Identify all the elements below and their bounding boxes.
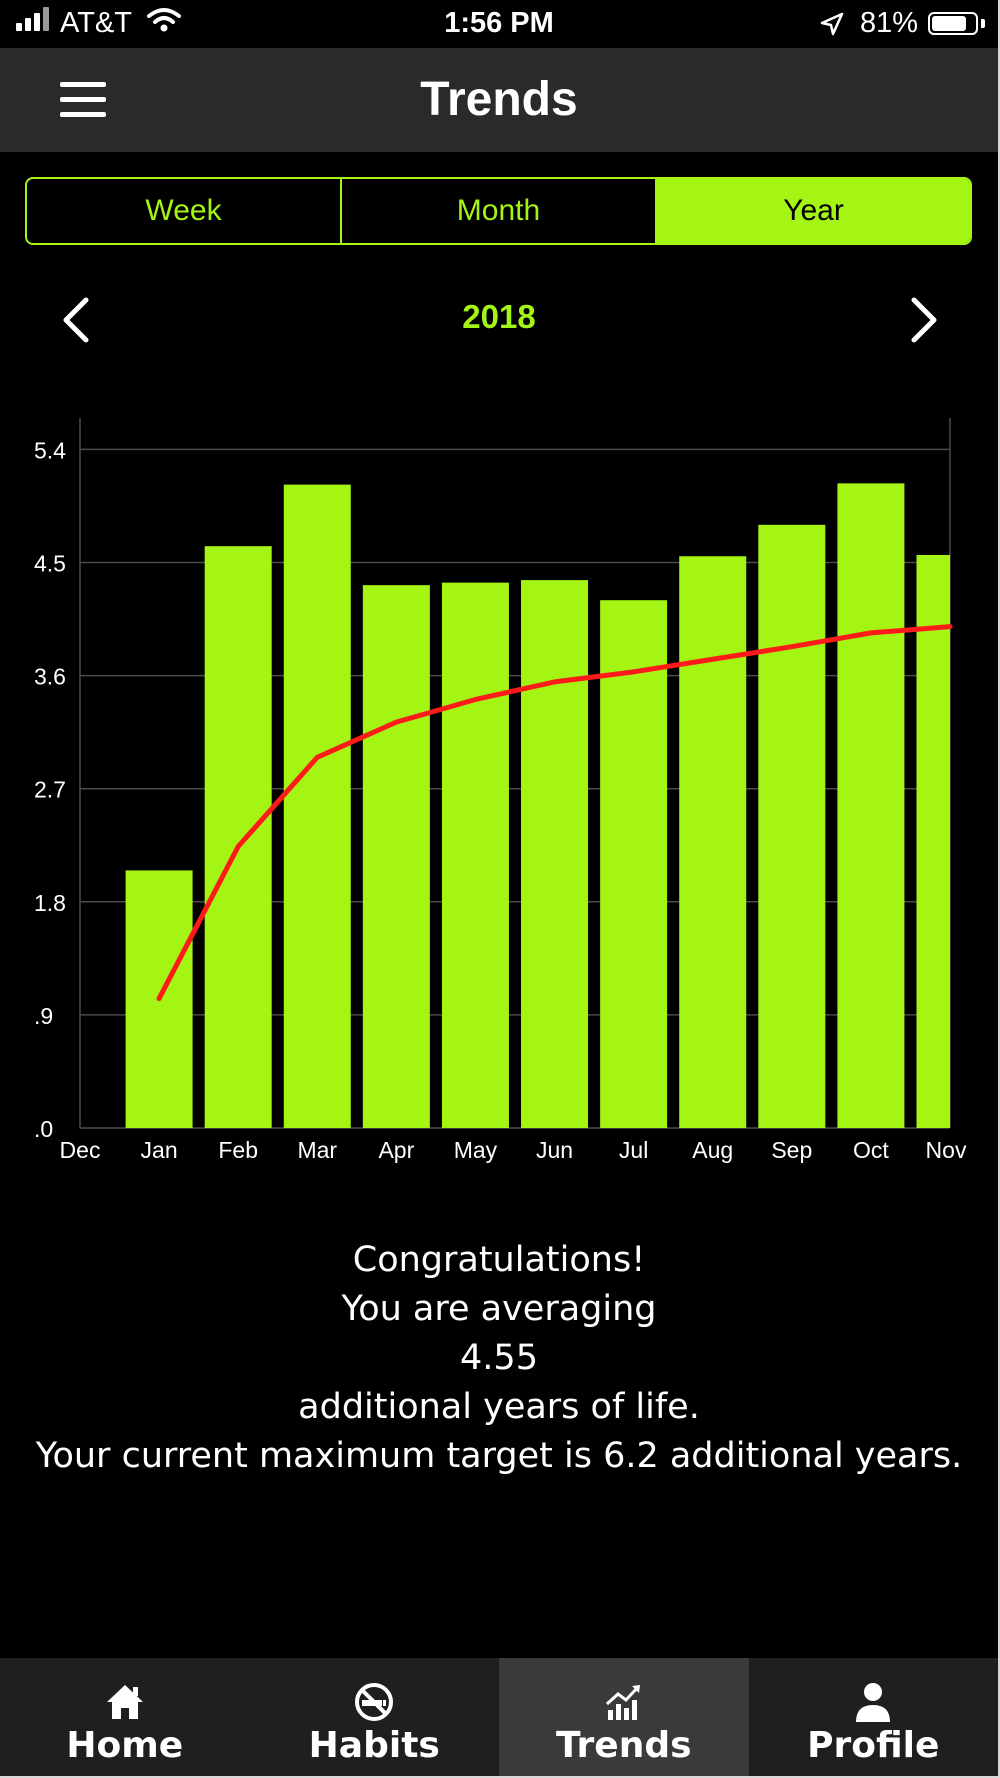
chart-bar <box>679 556 747 1128</box>
chevron-left-icon[interactable] <box>56 294 96 346</box>
x-tick-label: Mar <box>297 1137 337 1163</box>
nav-bar: Trends <box>0 48 998 152</box>
chevron-right-icon[interactable] <box>904 294 944 346</box>
hamburger-menu-icon[interactable] <box>60 78 110 120</box>
location-arrow-icon <box>820 12 844 36</box>
summary-message: Congratulations! You are averaging 4.55 … <box>0 1236 998 1481</box>
averaging-text: You are averaging <box>341 1289 657 1329</box>
status-bar: AT&T 1:56 PM 81% <box>0 0 998 48</box>
x-tick-label: Nov <box>926 1137 967 1163</box>
chart-bar <box>441 582 509 1128</box>
year-label: 2018 <box>462 298 536 335</box>
y-tick-label: 3.6 <box>34 664 66 690</box>
y-tick-label: 1.8 <box>34 890 66 916</box>
x-tick-label: Sep <box>771 1137 812 1163</box>
tab-month[interactable]: Month <box>340 179 655 243</box>
period-segmented-control: Week Month Year <box>25 177 972 245</box>
tab-profile[interactable]: Profile <box>749 1658 999 1776</box>
y-tick-label: .0 <box>34 1116 53 1142</box>
x-tick-label: Feb <box>218 1137 258 1163</box>
tab-trends[interactable]: Trends <box>499 1658 749 1776</box>
x-tick-label: Apr <box>378 1137 414 1163</box>
wifi-icon <box>147 8 181 32</box>
tab-week[interactable]: Week <box>145 194 222 227</box>
tab-trends-label: Trends <box>555 1725 692 1766</box>
congrats-text: Congratulations! <box>352 1240 646 1280</box>
y-tick-label: 4.5 <box>34 551 66 577</box>
page-title: Trends <box>420 73 578 126</box>
battery-percent: 81% <box>860 7 919 39</box>
bottom-tab-bar: Home Habits Trends <box>0 1658 998 1776</box>
x-tick-label: Jan <box>141 1137 178 1163</box>
x-tick-label: Oct <box>853 1137 889 1163</box>
battery-icon <box>928 12 978 35</box>
chart-bar <box>204 546 272 1128</box>
chart-bar <box>362 585 430 1128</box>
chart-bar <box>916 554 950 1128</box>
x-tick-label: May <box>454 1137 498 1163</box>
tab-year[interactable]: Year <box>655 179 970 243</box>
y-tick-label: .9 <box>34 1003 53 1029</box>
chart-bar <box>758 524 826 1128</box>
tab-home-label: Home <box>66 1725 184 1766</box>
trend-chart: .0 .9 1.8 2.7 3.6 4.5 5.4 Dec Jan Feb Mar Apr May Jun… <box>34 418 967 1163</box>
chart-bar <box>837 483 905 1129</box>
person-icon <box>856 1683 891 1722</box>
battery-tip <box>981 19 985 28</box>
tab-habits[interactable]: Habits <box>250 1658 500 1776</box>
trend-line <box>156 624 953 1002</box>
x-tick-label: Dec <box>60 1137 101 1163</box>
chart-bar <box>283 484 351 1128</box>
y-tick-label: 5.4 <box>34 437 66 463</box>
home-icon <box>106 1685 143 1719</box>
years-text: additional years of life. <box>298 1387 700 1427</box>
no-smoking-icon <box>355 1683 394 1721</box>
x-tick-label: Jun <box>536 1137 573 1163</box>
clock: 1:56 PM <box>444 7 554 39</box>
tab-home[interactable]: Home <box>0 1658 250 1776</box>
x-tick-label: Aug <box>692 1137 733 1163</box>
tab-habits-label: Habits <box>308 1725 440 1766</box>
chart-bar <box>521 580 589 1128</box>
carrier-name: AT&T <box>60 7 132 39</box>
y-tick-label: 2.7 <box>34 777 66 803</box>
signal-bars-icon <box>16 7 56 31</box>
x-tick-label: Jul <box>619 1137 648 1163</box>
average-value: 4.55 <box>460 1338 538 1378</box>
target-text: Your current maximum target is 6.2 addit… <box>35 1436 963 1476</box>
tab-profile-label: Profile <box>807 1725 940 1766</box>
chart-bar <box>600 600 668 1128</box>
trend-chart-icon <box>605 1685 640 1720</box>
